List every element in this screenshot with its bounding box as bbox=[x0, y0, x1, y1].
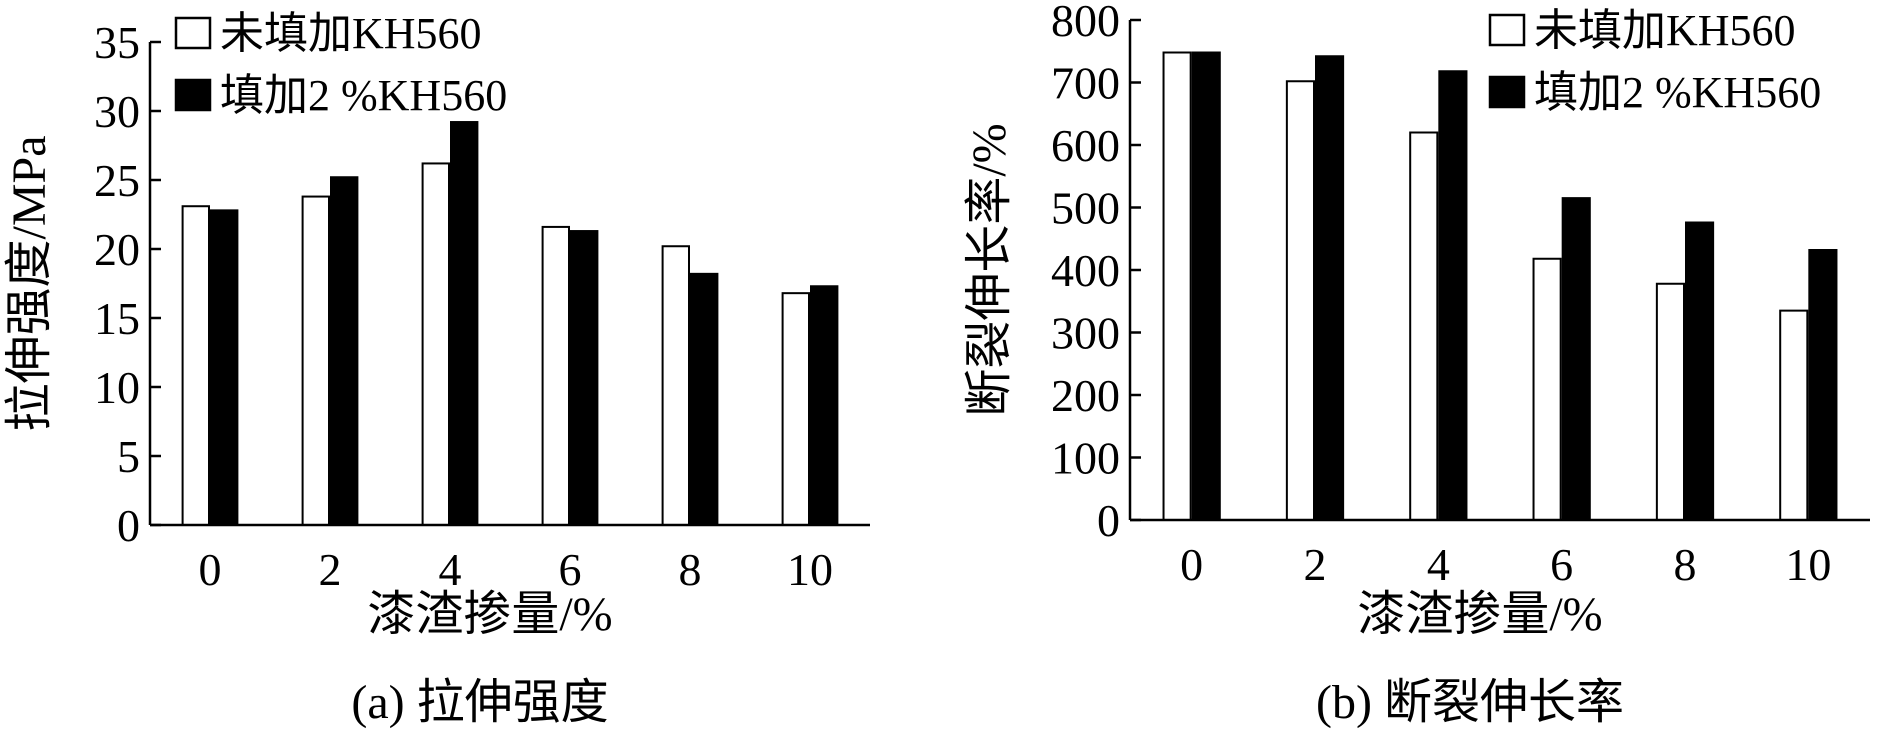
chart-caption: (a) 拉伸强度 bbox=[351, 676, 608, 729]
x-axis-title: 漆渣掺量/% bbox=[1357, 588, 1602, 641]
legend-label-unfilled: 未填加KH560 bbox=[1534, 6, 1796, 55]
x-tick-label: 10 bbox=[1785, 539, 1831, 590]
y-tick-label: 400 bbox=[1051, 245, 1120, 296]
y-tick-label: 300 bbox=[1051, 308, 1120, 359]
x-tick-label: 0 bbox=[199, 544, 222, 595]
bar-filled bbox=[1808, 249, 1838, 521]
bar-unfilled bbox=[661, 245, 690, 527]
bar-unfilled bbox=[1532, 257, 1562, 521]
x-tick-label: 2 bbox=[1304, 539, 1327, 590]
y-tick-label: 20 bbox=[94, 224, 140, 275]
axes bbox=[148, 42, 870, 527]
y-tick-label: 500 bbox=[1051, 183, 1120, 234]
y-tick-label: 5 bbox=[117, 431, 140, 482]
y-tick-label: 600 bbox=[1051, 120, 1120, 171]
bar-filled bbox=[330, 176, 359, 527]
bar-unfilled bbox=[181, 205, 211, 526]
bar-filled bbox=[450, 121, 479, 526]
bar-unfilled bbox=[421, 162, 451, 526]
bar-unfilled bbox=[541, 225, 570, 526]
bar-filled bbox=[1191, 51, 1221, 521]
bar-unfilled bbox=[1655, 282, 1686, 521]
bars-group bbox=[181, 121, 839, 527]
chart-tensile-strength: 未填加KH560 填加2 %KH560 0 5 10 15 20 25 30 35 0 2 4 6 8… bbox=[3, 9, 870, 729]
chart-elongation-at-break: 未填加KH560 填加2 %KH560 01002003004005006007… bbox=[963, 0, 1870, 729]
y-tick-label: 0 bbox=[1097, 495, 1120, 546]
y-axis-title: 断裂伸长率/% bbox=[963, 123, 1016, 416]
legend: 未填加KH560 填加2 %KH560 bbox=[1488, 6, 1821, 117]
legend-label-filled: 填加2 %KH560 bbox=[220, 71, 507, 120]
y-tick-label: 800 bbox=[1051, 0, 1120, 46]
x-tick-label: 8 bbox=[679, 544, 702, 595]
legend-swatch-filled bbox=[174, 78, 212, 112]
bar-unfilled bbox=[301, 195, 331, 526]
bar-filled bbox=[1438, 70, 1468, 521]
chart-caption: (b) 断裂伸长率 bbox=[1316, 676, 1624, 729]
legend-swatch-filled bbox=[1488, 75, 1526, 109]
bar-filled bbox=[690, 272, 719, 526]
y-tick-label: 30 bbox=[94, 86, 140, 137]
bar-unfilled bbox=[1285, 80, 1316, 521]
x-axis-title: 漆渣掺量/% bbox=[367, 588, 612, 641]
y-tick-label: 200 bbox=[1051, 370, 1120, 421]
bar-filled bbox=[1561, 197, 1591, 521]
x-tick-label: 6 bbox=[1550, 539, 1573, 590]
legend-swatch-unfilled bbox=[1488, 13, 1526, 47]
bar-unfilled bbox=[781, 292, 810, 526]
y-axis-title: 拉伸强度/MPa bbox=[3, 135, 56, 431]
y-ticks: 0 5 10 15 20 25 30 35 bbox=[94, 17, 161, 551]
bar-filled bbox=[210, 209, 239, 527]
x-tick-label: 4 bbox=[439, 544, 462, 595]
x-tick-label: 10 bbox=[787, 544, 833, 595]
x-tick-label: 0 bbox=[1180, 539, 1203, 590]
x-ticks: 0 2 4 6 8 10 bbox=[199, 544, 834, 595]
bar-unfilled bbox=[1409, 131, 1439, 521]
bars-group bbox=[1162, 51, 1838, 521]
legend: 未填加KH560 填加2 %KH560 bbox=[174, 9, 507, 120]
y-ticks: 0 100 200 300 400 500 600 700 800 bbox=[1051, 0, 1141, 546]
y-tick-label: 25 bbox=[94, 155, 140, 206]
y-tick-label: 0 bbox=[117, 500, 140, 551]
x-tick-label: 8 bbox=[1674, 539, 1697, 590]
y-tick-label: 15 bbox=[94, 293, 140, 344]
bar-unfilled bbox=[1779, 309, 1809, 521]
y-tick-label: 100 bbox=[1051, 433, 1120, 484]
y-tick-label: 35 bbox=[94, 17, 140, 68]
x-ticks: 0 2 4 6 8 10 bbox=[1180, 539, 1831, 590]
legend-label-filled: 填加2 %KH560 bbox=[1534, 68, 1821, 117]
bar-unfilled bbox=[1162, 51, 1192, 521]
x-tick-label: 4 bbox=[1427, 539, 1450, 590]
y-tick-label: 10 bbox=[94, 362, 140, 413]
legend-label-unfilled: 未填加KH560 bbox=[220, 9, 482, 58]
legend-swatch-unfilled bbox=[174, 16, 212, 50]
bar-filled bbox=[1685, 221, 1715, 521]
y-tick-label: 700 bbox=[1051, 58, 1120, 109]
x-tick-label: 2 bbox=[319, 544, 342, 595]
bar-filled bbox=[570, 230, 599, 526]
x-tick-label: 6 bbox=[559, 544, 582, 595]
bar-filled bbox=[1315, 55, 1345, 521]
bar-filled bbox=[810, 285, 839, 527]
